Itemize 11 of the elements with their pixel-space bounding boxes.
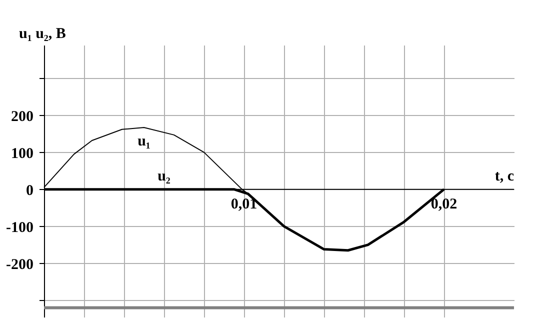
- x-axis-title: t, c: [494, 168, 514, 184]
- x-tick-label: 0,01: [230, 196, 258, 212]
- series-label: u₂: [158, 168, 171, 184]
- series-label: u₁: [138, 134, 150, 150]
- x-tick-label: 0,02: [430, 196, 458, 212]
- y-tick-label: 100: [11, 146, 34, 162]
- y-tick-label: -200: [6, 256, 34, 273]
- y-axis-title: u₁ u₂, В: [19, 26, 66, 42]
- y-tick-label: -100: [6, 220, 34, 236]
- y-tick-label: 200: [11, 108, 34, 125]
- y-tick-label: 0: [26, 182, 34, 199]
